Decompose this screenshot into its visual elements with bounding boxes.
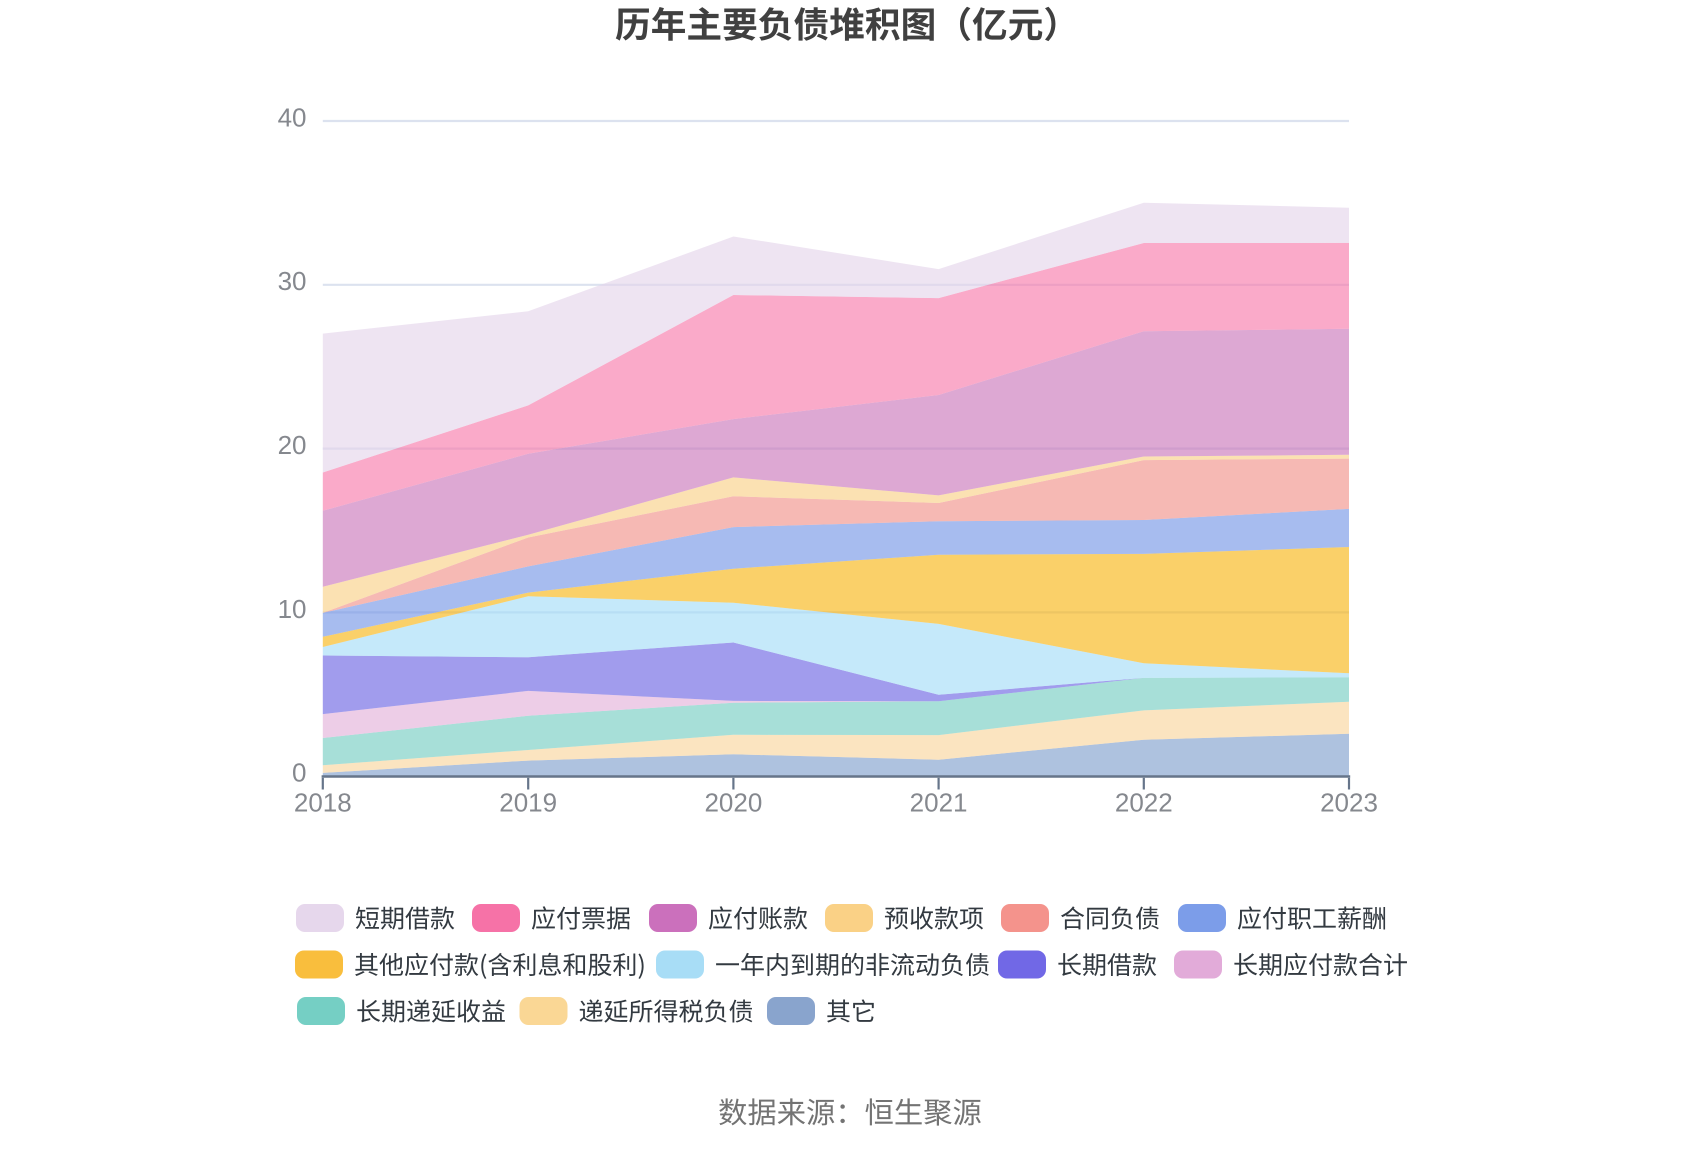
svg-text:30: 30 [278,266,307,296]
svg-text:2019: 2019 [499,788,557,818]
svg-text:40: 40 [278,102,307,132]
svg-text:2022: 2022 [1115,788,1173,818]
svg-text:2020: 2020 [704,788,762,818]
svg-text:10: 10 [278,594,307,624]
svg-text:0: 0 [292,758,306,788]
svg-text:2023: 2023 [1320,788,1378,818]
svg-text:2021: 2021 [910,788,968,818]
svg-text:20: 20 [278,430,307,460]
svg-text:2018: 2018 [294,788,352,818]
